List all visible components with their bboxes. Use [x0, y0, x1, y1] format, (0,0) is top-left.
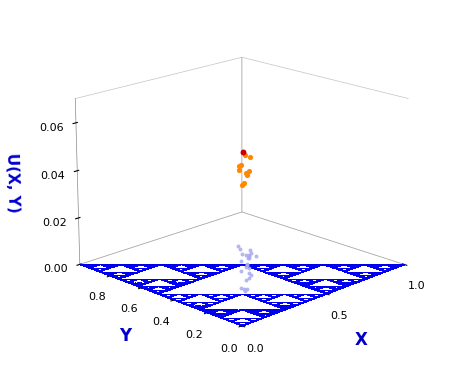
X-axis label: X: X — [355, 331, 368, 349]
Y-axis label: Y: Y — [119, 327, 131, 345]
